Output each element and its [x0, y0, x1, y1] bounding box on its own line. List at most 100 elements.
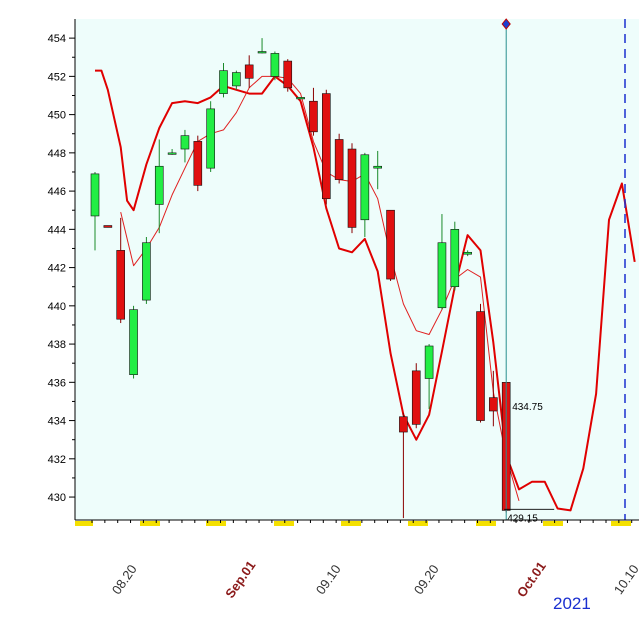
candle-body — [463, 251, 472, 255]
candle-body — [129, 309, 138, 375]
candle — [437, 214, 447, 310]
candle — [206, 101, 215, 172]
candle-body — [424, 345, 434, 379]
candle-body — [232, 72, 241, 87]
candle — [450, 221, 460, 291]
candle — [90, 171, 100, 251]
candle-body — [489, 397, 498, 412]
y-tick-label: 430 — [48, 492, 66, 504]
candle-body — [347, 148, 357, 228]
candle — [219, 62, 228, 98]
candle-body — [154, 165, 164, 205]
x-tick-label: 08.20 — [109, 562, 140, 597]
low-value-label: 429.15 — [507, 513, 538, 524]
candle-body — [90, 173, 100, 217]
candles — [90, 38, 511, 519]
cursor-diamond — [501, 18, 511, 30]
candle-body — [283, 60, 293, 89]
x-tick-label: Oct.01 — [514, 559, 549, 600]
candle — [193, 135, 203, 192]
candle — [424, 344, 434, 410]
y-tick-label: 454 — [48, 33, 66, 45]
y-tick-label: 434 — [48, 416, 66, 428]
candle-body — [116, 250, 125, 320]
candle — [154, 139, 164, 234]
candle-body — [167, 152, 177, 155]
x-tick-label: Sep.01 — [222, 558, 258, 601]
candle-body — [321, 93, 331, 200]
plot-background — [75, 19, 639, 520]
candle — [309, 87, 318, 136]
candle-body — [373, 165, 383, 169]
y-tick-label: 446 — [48, 186, 66, 198]
candle-body — [411, 370, 421, 425]
candle — [232, 70, 241, 90]
candle — [257, 38, 267, 54]
candle — [399, 412, 408, 519]
candle-body — [206, 108, 215, 169]
candle — [103, 225, 113, 228]
candle — [129, 305, 138, 379]
candle-body — [360, 154, 370, 221]
upper-band-line — [95, 69, 636, 512]
candle-body — [244, 64, 254, 79]
y-tick-label: 436 — [48, 377, 66, 389]
y-tick-label: 452 — [48, 71, 66, 83]
candle — [347, 143, 357, 234]
candle — [283, 59, 293, 92]
candle — [463, 250, 472, 257]
x-axis-week-marker — [75, 521, 93, 526]
last-close-label: 434.75 — [512, 402, 543, 413]
year-label: 2021 — [553, 594, 591, 613]
candle-body — [296, 97, 305, 100]
candle-body — [219, 70, 228, 94]
candle — [244, 55, 254, 88]
x-axis-week-marker — [408, 521, 428, 526]
candle — [142, 236, 151, 304]
candle-body — [103, 225, 113, 228]
candle — [373, 150, 383, 190]
candle-body — [180, 135, 190, 150]
x-axis-week-marker — [206, 521, 226, 526]
candle-body — [476, 311, 485, 421]
y-tick-label: 442 — [48, 263, 66, 275]
candle — [270, 51, 280, 81]
x-axis-week-marker — [543, 521, 563, 526]
candle — [386, 209, 395, 281]
x-tick-label: 09.20 — [411, 562, 442, 597]
candle — [321, 89, 331, 205]
x-axis-week-marker — [140, 521, 160, 526]
candle-body — [142, 242, 151, 301]
y-tick-label: 448 — [48, 148, 66, 160]
candle-body — [309, 100, 318, 133]
candle-body — [270, 53, 280, 77]
x-axis-week-marker — [341, 521, 361, 526]
candle-body — [450, 229, 460, 288]
candle — [116, 217, 125, 324]
candle — [296, 97, 305, 100]
markers: 434.75 429.15 — [501, 18, 626, 524]
candle-body — [334, 139, 344, 180]
x-axis-week-marker — [611, 521, 631, 526]
candle-body — [257, 51, 267, 54]
x-axis-week-marker — [274, 521, 294, 526]
y-tick-label: 450 — [48, 110, 66, 122]
candle — [360, 152, 370, 237]
candle — [411, 363, 421, 429]
y-tick-label: 440 — [48, 301, 66, 313]
candle-body — [399, 416, 408, 433]
candle — [180, 129, 190, 163]
candle — [167, 149, 177, 155]
y-tick-label: 432 — [48, 454, 66, 466]
candle-body — [193, 141, 203, 186]
x-axis-week-marker — [476, 521, 496, 526]
candle — [334, 133, 344, 184]
x-tick-label: 09.10 — [313, 562, 344, 597]
candle — [476, 303, 485, 423]
x-tick-label: 10.10 — [611, 562, 639, 597]
y-tick-label: 444 — [48, 224, 66, 236]
candle — [489, 370, 498, 427]
candle-body — [386, 209, 395, 280]
y-tick-label: 438 — [48, 339, 66, 351]
